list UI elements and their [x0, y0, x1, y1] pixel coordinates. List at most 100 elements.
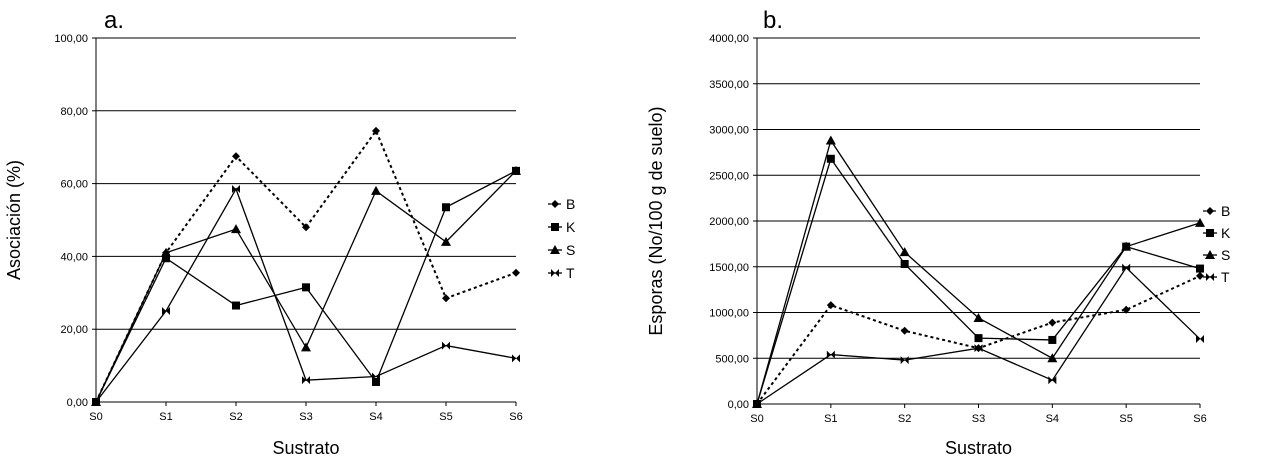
legend-label: K: [1221, 225, 1231, 241]
data-point-marker: [826, 154, 835, 163]
y-tick-label: 20,00: [60, 324, 88, 336]
data-point-marker: [231, 224, 241, 234]
legend-marker: [551, 200, 559, 208]
y-tick-label: 3000,00: [709, 125, 749, 137]
legend-item: S: [1203, 247, 1230, 263]
x-tick-label: S4: [369, 411, 382, 423]
data-point-marker: [232, 301, 240, 310]
x-tick-label: S4: [1046, 413, 1059, 425]
legend-label: T: [1221, 269, 1230, 285]
data-point-marker: [442, 203, 450, 212]
series-B: [92, 126, 520, 406]
data-point-marker: [973, 312, 984, 322]
data-point-marker: [446, 341, 450, 350]
panel-label: b.: [763, 7, 783, 34]
data-point-marker: [1196, 271, 1204, 280]
data-point-marker: [302, 376, 306, 385]
y-tick-label: 80,00: [60, 106, 88, 118]
x-tick-label: S0: [89, 411, 102, 423]
data-point-marker: [512, 268, 520, 277]
y-axis-title: Asociación (%): [4, 160, 24, 280]
data-point-marker: [1048, 318, 1057, 327]
data-point-marker: [974, 344, 979, 353]
x-tick-label: S3: [972, 413, 985, 425]
data-point-marker: [96, 398, 100, 406]
data-point-marker: [162, 254, 170, 263]
legend-marker: [1210, 273, 1214, 281]
data-point-marker: [1122, 263, 1127, 272]
y-tick-label: 2000,00: [709, 216, 749, 228]
legend-marker: [1206, 229, 1214, 237]
data-point-marker: [904, 356, 909, 365]
data-point-marker: [826, 350, 831, 359]
y-tick-label: 0,00: [67, 397, 88, 409]
legend-item: B: [1203, 203, 1230, 219]
chart-panel-b: b. 0,00 500,00 1000,00 1500,00 2000,00 2500,00…: [646, 7, 1231, 457]
x-tick-label: S1: [159, 411, 172, 423]
x-tick-label: S6: [509, 411, 522, 423]
y-tick-label: 40,00: [60, 251, 88, 263]
data-point-marker: [1048, 335, 1057, 344]
legend-marker: [551, 223, 559, 231]
data-point-marker: [376, 372, 380, 381]
legend-item: S: [548, 242, 575, 258]
x-tick-label: S2: [229, 411, 242, 423]
y-tick-label: 500,00: [715, 353, 749, 365]
legend-item: B: [548, 196, 575, 212]
data-point-marker: [826, 301, 835, 310]
legend-label: B: [566, 196, 575, 212]
legend-marker: [1205, 250, 1215, 259]
y-tick-label: 2500,00: [709, 170, 749, 182]
data-point-marker: [1052, 376, 1057, 385]
data-point-marker: [372, 377, 380, 386]
y-tick-label: 4000,00: [709, 33, 749, 45]
x-tick-label: S3: [299, 411, 312, 423]
y-tick-label: 3500,00: [709, 79, 749, 91]
data-point-marker: [1196, 264, 1204, 273]
data-point-marker: [511, 165, 521, 175]
data-point-marker: [92, 398, 96, 406]
legend-label: K: [566, 219, 576, 235]
legend-label: T: [566, 265, 575, 281]
y-tick-label: 0,00: [728, 399, 749, 411]
series-line: [756, 157, 1201, 405]
data-point-marker: [372, 372, 376, 381]
series-T: [753, 263, 1204, 408]
data-point-marker: [974, 334, 983, 343]
data-point-marker: [301, 342, 311, 352]
legend-marker: [551, 269, 555, 277]
x-tick-label: S5: [439, 411, 452, 423]
series-K: [753, 154, 1204, 408]
x-tick-label: S1: [824, 413, 837, 425]
x-axis-title: Sustrato: [945, 438, 1012, 457]
series-S: [752, 135, 1205, 408]
data-point-marker: [166, 307, 170, 315]
y-tick-label: 1000,00: [709, 308, 749, 320]
data-point-marker: [442, 341, 446, 350]
legend-item: K: [548, 219, 576, 235]
data-point-marker: [1196, 335, 1200, 344]
panel-label: a.: [104, 7, 124, 34]
data-point-marker: [516, 354, 520, 363]
x-tick-label: S0: [750, 413, 763, 425]
data-point-marker: [900, 356, 905, 365]
chart-panel-a: a. 0,00 20,00 40,00 60,00 80,00 100,00 S0 S1 S2 S3…: [4, 7, 576, 457]
data-point-marker: [978, 344, 983, 353]
data-point-marker: [1048, 376, 1053, 385]
data-point-marker: [900, 260, 909, 269]
data-point-marker: [900, 326, 909, 335]
y-tick-label: 1500,00: [709, 262, 749, 274]
data-point-marker: [306, 376, 310, 385]
data-point-marker: [442, 294, 450, 303]
legend-item: K: [1203, 225, 1231, 241]
data-point-marker: [1121, 241, 1132, 251]
data-point-marker: [302, 223, 310, 232]
data-point-marker: [825, 135, 836, 145]
y-tick-label: 100,00: [54, 33, 88, 45]
data-point-marker: [1200, 335, 1204, 344]
data-point-marker: [302, 283, 310, 292]
series-T: [92, 185, 520, 406]
